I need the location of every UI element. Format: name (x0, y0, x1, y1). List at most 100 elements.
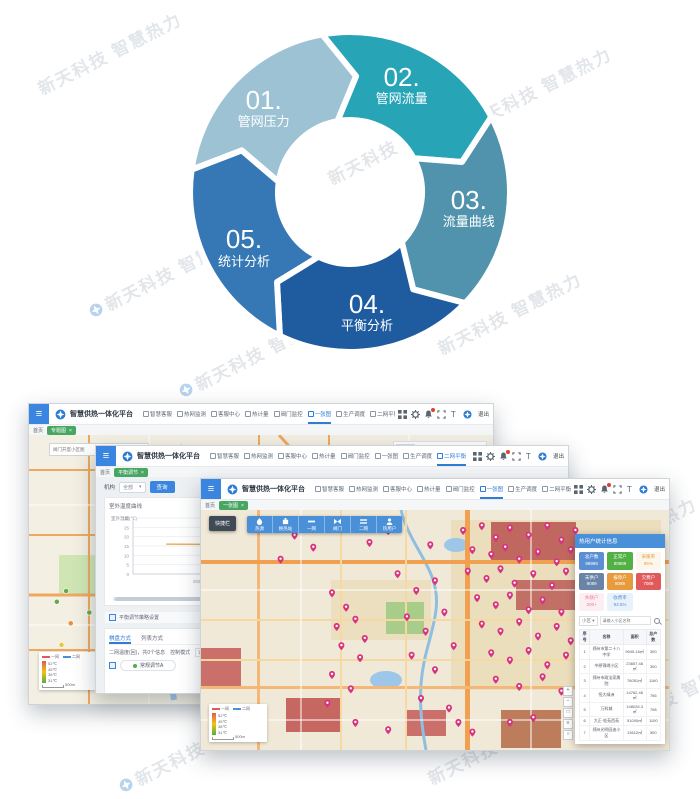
tab-home[interactable]: 首页 (33, 427, 43, 434)
font-size-icon[interactable]: T (450, 410, 459, 419)
tab-close-icon[interactable]: × (141, 470, 144, 476)
nav-item-7[interactable]: 生产调度 (508, 479, 537, 499)
page-button[interactable]: 2 (597, 744, 608, 745)
apps-icon[interactable] (398, 410, 407, 419)
nav-item-1[interactable]: 智慧客服 (210, 446, 239, 466)
tab-one-map[interactable]: 一张图 × (219, 501, 248, 510)
nav-item-4[interactable]: 热计量 (245, 404, 269, 424)
nav-item-5[interactable]: 阀门监控 (341, 446, 370, 466)
nav-item-7[interactable]: 生产调度 (336, 404, 365, 424)
page-button[interactable]: 7 (645, 744, 656, 745)
brand-compass-icon[interactable] (639, 485, 648, 494)
layers-icon[interactable]: □ (563, 708, 573, 718)
page-button[interactable]: 3 (609, 744, 620, 745)
nav-item-6[interactable]: 一张图 (308, 404, 332, 424)
font-size-icon[interactable]: T (626, 485, 635, 494)
tab-home[interactable]: 首页 (205, 502, 215, 509)
quick-menu-button[interactable]: 快捷栏 (209, 516, 236, 531)
tab-list-mode[interactable]: 列表方式 (141, 633, 163, 644)
nav-item-3[interactable]: 客服中心 (211, 404, 240, 424)
gear-icon[interactable] (486, 452, 495, 461)
exit-button[interactable]: 退出 (654, 485, 665, 493)
nav-item-8[interactable]: 二网平衡 (437, 446, 466, 466)
toolbar-button-valve[interactable]: 阀门 (325, 516, 351, 533)
nav-item-8[interactable]: 二网平衡 (542, 479, 571, 499)
nav-item-7[interactable]: 生产调度 (403, 446, 432, 466)
tab-home[interactable]: 首页 (100, 469, 110, 476)
page-button[interactable]: 4 (621, 744, 632, 745)
page-button[interactable]: » (657, 744, 666, 745)
org-select[interactable]: 全部 ▾ (119, 482, 146, 493)
strategy-checkbox[interactable] (109, 614, 116, 621)
tab-board-mode[interactable]: 棋盘方式 (109, 633, 131, 644)
exit-button[interactable]: 退出 (478, 410, 489, 418)
nav-item-3[interactable]: 客服中心 (278, 446, 307, 466)
nav-item-4[interactable]: 热计量 (312, 446, 336, 466)
apps-icon[interactable] (574, 485, 583, 494)
tab-balance[interactable]: 平衡调节 × (114, 468, 148, 477)
tab-theme-map[interactable]: 专题图 × (47, 426, 76, 435)
query-button[interactable]: 查询 (150, 481, 175, 493)
search-icon[interactable] (653, 617, 661, 625)
gear-icon[interactable] (411, 410, 420, 419)
hamburger-menu-button[interactable]: ≡ (201, 479, 221, 499)
bell-icon[interactable] (424, 410, 433, 419)
bell-icon[interactable] (499, 452, 508, 461)
toolbar-button-heat-user[interactable]: 热用户 (377, 516, 402, 533)
device-checkbox[interactable] (109, 662, 116, 669)
nav-item-1[interactable]: 智慧客服 (315, 479, 344, 499)
community-search-input[interactable] (600, 616, 651, 625)
fullscreen-icon[interactable] (512, 452, 521, 461)
gear-icon[interactable] (587, 485, 596, 494)
zoom-out-icon[interactable]: − (563, 697, 573, 707)
nav-item-3[interactable]: 客服中心 (383, 479, 412, 499)
nav-item-4[interactable]: 热计量 (417, 479, 441, 499)
nav-item-2[interactable]: 热网监测 (244, 446, 273, 466)
nav-item-2[interactable]: 热网监测 (177, 404, 206, 424)
tab-close-icon[interactable]: × (69, 428, 72, 434)
hamburger-menu-button[interactable]: ≡ (29, 404, 49, 424)
zoom-in-icon[interactable]: + (563, 686, 573, 696)
measure-icon[interactable]: ≡ (563, 719, 573, 729)
exit-button[interactable]: 退出 (553, 452, 564, 460)
nav-item-1[interactable]: 智慧客服 (143, 404, 172, 424)
nav-item-5[interactable]: 阀门监控 (274, 404, 303, 424)
nav-item-8[interactable]: 二网平衡 (370, 404, 395, 424)
toolbar-button-secondary-pipe[interactable]: 二网 (351, 516, 377, 533)
toolbar-button-station[interactable]: 换热站 (273, 516, 299, 533)
toolbar-button-heat-source[interactable]: 热源 (247, 516, 273, 533)
toolbar-button-primary-pipe[interactable]: 一网 (299, 516, 325, 533)
page-button[interactable]: … (633, 744, 644, 745)
hamburger-menu-button[interactable]: ≡ (96, 446, 116, 466)
nav-item-6[interactable]: 一张图 (375, 446, 399, 466)
locate-icon[interactable]: ○ (563, 730, 573, 740)
brand-compass-icon[interactable] (463, 410, 472, 419)
bell-icon[interactable] (600, 485, 609, 494)
nav-item-6[interactable]: 一张图 (480, 479, 504, 499)
nav-item-2[interactable]: 热网监测 (349, 479, 378, 499)
tab-close-icon[interactable]: × (241, 503, 244, 509)
page-button[interactable]: 1 (585, 744, 596, 745)
nav-item-5[interactable]: 阀门监控 (446, 479, 475, 499)
fullscreen-icon[interactable] (437, 410, 446, 419)
brand-compass-icon[interactable] (538, 452, 547, 461)
community-select[interactable]: 小区 ▾ (579, 616, 598, 626)
fullscreen-icon[interactable] (613, 485, 622, 494)
page-button[interactable]: « (575, 744, 584, 745)
